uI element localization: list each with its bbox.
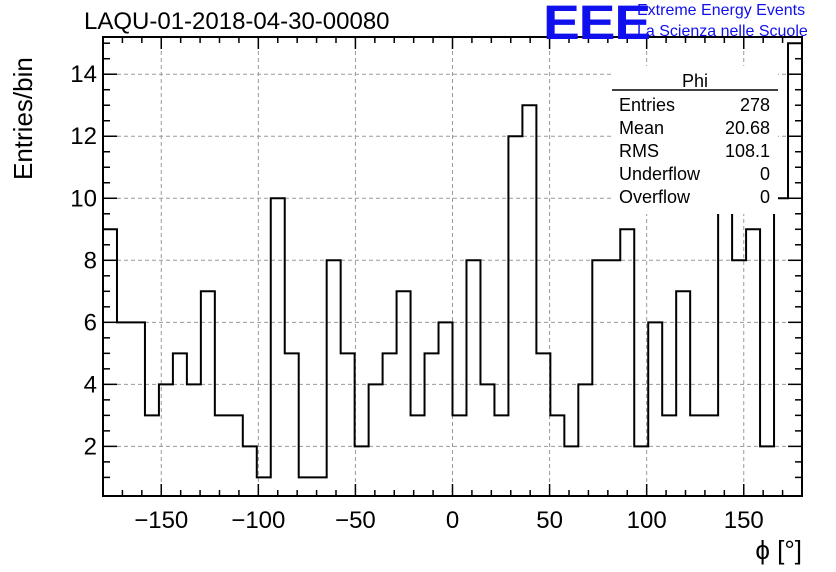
- stats-label: Mean: [619, 118, 664, 138]
- histogram-bin: [117, 322, 131, 496]
- histogram-bin: [494, 415, 508, 496]
- histogram-bin: [774, 198, 788, 496]
- histogram-bin: [215, 415, 229, 496]
- histogram-bin: [131, 322, 145, 496]
- x-axis-label: ϕ [°]: [755, 535, 802, 565]
- y-tick-label: 12: [70, 123, 97, 150]
- stats-value: 0: [760, 187, 770, 207]
- y-tick-label: 10: [70, 185, 97, 212]
- histogram-bin: [550, 415, 564, 496]
- histogram-bin: [425, 353, 439, 496]
- histogram-line: [102, 42, 803, 496]
- stats-title: Phi: [682, 71, 708, 91]
- histogram-bin: [411, 415, 425, 496]
- histogram-bin: [564, 446, 578, 496]
- histogram-bin: [145, 415, 159, 496]
- histogram-bin: [606, 260, 620, 496]
- histogram-bin: [201, 291, 215, 496]
- histogram-bin: [718, 198, 732, 496]
- histogram-bin: [159, 384, 173, 496]
- stats-label: Overflow: [619, 187, 691, 207]
- y-tick-label: 8: [84, 247, 97, 274]
- histogram-bin: [355, 446, 369, 496]
- histogram-bin: [187, 384, 201, 496]
- stats-value: 20.68: [725, 118, 770, 138]
- x-tick-label: 100: [627, 507, 667, 534]
- y-axis-label: Entries/bin: [8, 57, 38, 180]
- histogram-bin: [383, 353, 397, 496]
- histogram-bin: [327, 260, 341, 496]
- histogram-bin: [285, 353, 299, 496]
- logo-subtitle-1: Extreme Energy Events: [637, 2, 806, 19]
- histogram-bin: [662, 415, 676, 496]
- histogram-bin: [103, 229, 117, 496]
- histogram-bin: [271, 198, 285, 496]
- histogram-bin: [592, 260, 606, 496]
- histogram-bin: [466, 260, 480, 496]
- x-tick-label: −150: [134, 507, 188, 534]
- y-tick-label: 14: [70, 61, 97, 88]
- histogram-bin: [676, 291, 690, 496]
- logo-subtitle-2: La Scienza nelle Scuole: [637, 23, 808, 40]
- histogram-bin: [173, 353, 187, 496]
- stats-value: 278: [740, 95, 770, 115]
- stats-value: 0: [760, 164, 770, 184]
- stats-label: RMS: [619, 141, 659, 161]
- histogram-bin: [578, 384, 592, 496]
- histogram-bin: [704, 415, 718, 496]
- histogram-bin: [536, 353, 550, 496]
- histogram-bin: [341, 353, 355, 496]
- histogram-bin: [229, 415, 243, 496]
- x-tick-label: 0: [446, 507, 459, 534]
- histogram-bin: [648, 322, 662, 496]
- histogram-bin: [522, 105, 536, 496]
- stats-label: Underflow: [619, 164, 701, 184]
- histogram-bin: [397, 291, 411, 496]
- histogram-bin: [788, 43, 802, 496]
- histogram-bin: [313, 477, 327, 496]
- histogram-bin: [508, 136, 522, 496]
- histogram-bin: [299, 477, 313, 496]
- histogram-bin: [439, 322, 453, 496]
- y-tick-label: 2: [84, 433, 97, 460]
- histogram-bin: [243, 446, 257, 496]
- x-tick-label: −100: [231, 507, 285, 534]
- histogram-bin: [453, 415, 467, 496]
- histogram-bin: [760, 446, 774, 496]
- histogram-bin: [369, 384, 383, 496]
- stats-label: Entries: [619, 95, 675, 115]
- histogram-bin: [746, 229, 760, 496]
- eee-logo: EEE: [543, 0, 651, 50]
- x-tick-label: 150: [724, 507, 764, 534]
- histogram-bin: [690, 415, 704, 496]
- histogram-bin: [732, 260, 746, 496]
- y-tick-label: 4: [84, 371, 97, 398]
- histogram-bin: [480, 384, 494, 496]
- y-tick-label: 6: [84, 309, 97, 336]
- chart-title: LAQU-01-2018-04-30-00080: [84, 8, 390, 35]
- x-tick-label: −50: [335, 507, 376, 534]
- histogram-bin: [620, 229, 634, 496]
- stats-value: 108.1: [725, 141, 770, 161]
- x-tick-label: 50: [536, 507, 563, 534]
